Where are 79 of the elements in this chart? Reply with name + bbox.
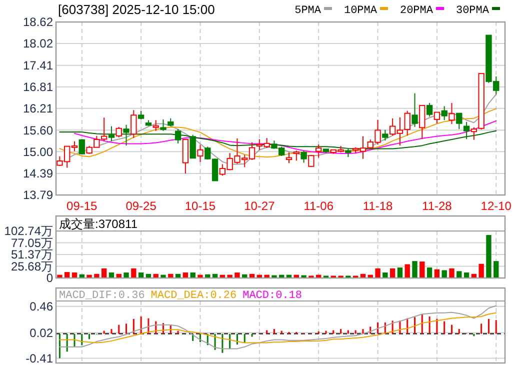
chart-title: 成交量:370811 xyxy=(59,217,138,231)
bar xyxy=(101,268,107,278)
x-tick-label: 09-25 xyxy=(126,199,157,213)
bar xyxy=(420,262,425,278)
y-tick-label: 13.79 xyxy=(22,188,54,202)
x-tick-label: 10-15 xyxy=(184,199,216,213)
candlestick xyxy=(286,152,292,164)
candlestick xyxy=(130,110,137,139)
bar xyxy=(456,271,462,278)
x-tick-label: 12-10 xyxy=(480,199,512,213)
bar xyxy=(131,268,136,278)
bar xyxy=(124,272,129,278)
y-tick-label: 51.37万 xyxy=(10,248,53,262)
bar xyxy=(404,264,410,278)
candlestick xyxy=(123,124,130,146)
candlestick xyxy=(419,104,426,140)
candlestick xyxy=(182,138,189,174)
x-tick-label: 11-06 xyxy=(304,199,334,213)
candlestick xyxy=(441,106,448,121)
bar xyxy=(390,268,396,278)
text: MACD:0.18 xyxy=(242,290,302,302)
y-tick-label: 17.41 xyxy=(22,58,54,73)
y-tick-label: 0.02 xyxy=(30,326,54,340)
candlestick xyxy=(293,150,300,162)
candlestick xyxy=(412,92,418,128)
bar xyxy=(94,274,100,278)
line-series xyxy=(59,305,497,350)
candlestick xyxy=(108,126,115,142)
candlestick xyxy=(448,102,455,125)
candlestick xyxy=(116,126,122,138)
y-tick-label: 0 xyxy=(46,271,54,286)
y-tick-label: 102.74万 xyxy=(4,224,53,238)
candlestick xyxy=(316,144,322,158)
candlestick xyxy=(78,138,85,156)
bar xyxy=(478,264,484,278)
bar xyxy=(412,261,418,278)
y-tick-label: 14.39 xyxy=(22,166,54,181)
candlestick xyxy=(463,121,470,140)
candlestick xyxy=(300,150,307,164)
legend-label: 5PMA xyxy=(294,5,322,17)
text: MACD_DEA:0.26 xyxy=(150,290,237,302)
bar xyxy=(375,268,380,278)
bar xyxy=(486,235,492,278)
y-tick-label: -0.41 xyxy=(26,351,54,365)
candlestick xyxy=(434,112,440,124)
x-tick-label: 09-15 xyxy=(66,199,98,213)
bar xyxy=(449,268,454,278)
y-tick-label: 18.62 xyxy=(22,15,54,30)
bar xyxy=(442,270,447,278)
y-tick-label: 16.21 xyxy=(22,102,54,116)
legend-label: 10PMA xyxy=(344,5,378,17)
candlestick xyxy=(382,129,388,142)
candlestick xyxy=(456,112,462,130)
x-tick-label: 10-27 xyxy=(244,199,276,213)
bar xyxy=(426,267,432,278)
legend-label: 20PMA xyxy=(400,5,434,17)
text: MACD_DIF:0.36 xyxy=(59,290,145,302)
y-tick-label: 18.02 xyxy=(22,36,54,51)
y-tick-label: 16.81 xyxy=(22,80,54,94)
candlestick xyxy=(160,118,166,132)
bar xyxy=(382,272,388,278)
y-tick-label: 15.60 xyxy=(22,123,54,138)
bar xyxy=(494,261,499,278)
y-tick-label: 25.68万 xyxy=(10,259,53,274)
candlestick xyxy=(197,144,204,163)
candlestick xyxy=(190,134,196,159)
legend-label: 30PMA xyxy=(456,5,490,17)
x-tick-label: 11-18 xyxy=(362,199,393,213)
bar xyxy=(234,272,240,278)
line-series xyxy=(59,312,497,344)
candlestick xyxy=(174,128,182,144)
candlestick xyxy=(426,102,433,118)
candlestick xyxy=(152,120,159,132)
chart-title: [603738] 2025-12-10 15:00 xyxy=(58,2,215,17)
x-tick-label: 11-28 xyxy=(422,199,452,213)
bar xyxy=(397,267,403,278)
y-tick-label: 15.00 xyxy=(22,144,54,159)
y-tick-label: 0.46 xyxy=(30,300,54,314)
y-tick-label: 77.05万 xyxy=(10,236,53,250)
